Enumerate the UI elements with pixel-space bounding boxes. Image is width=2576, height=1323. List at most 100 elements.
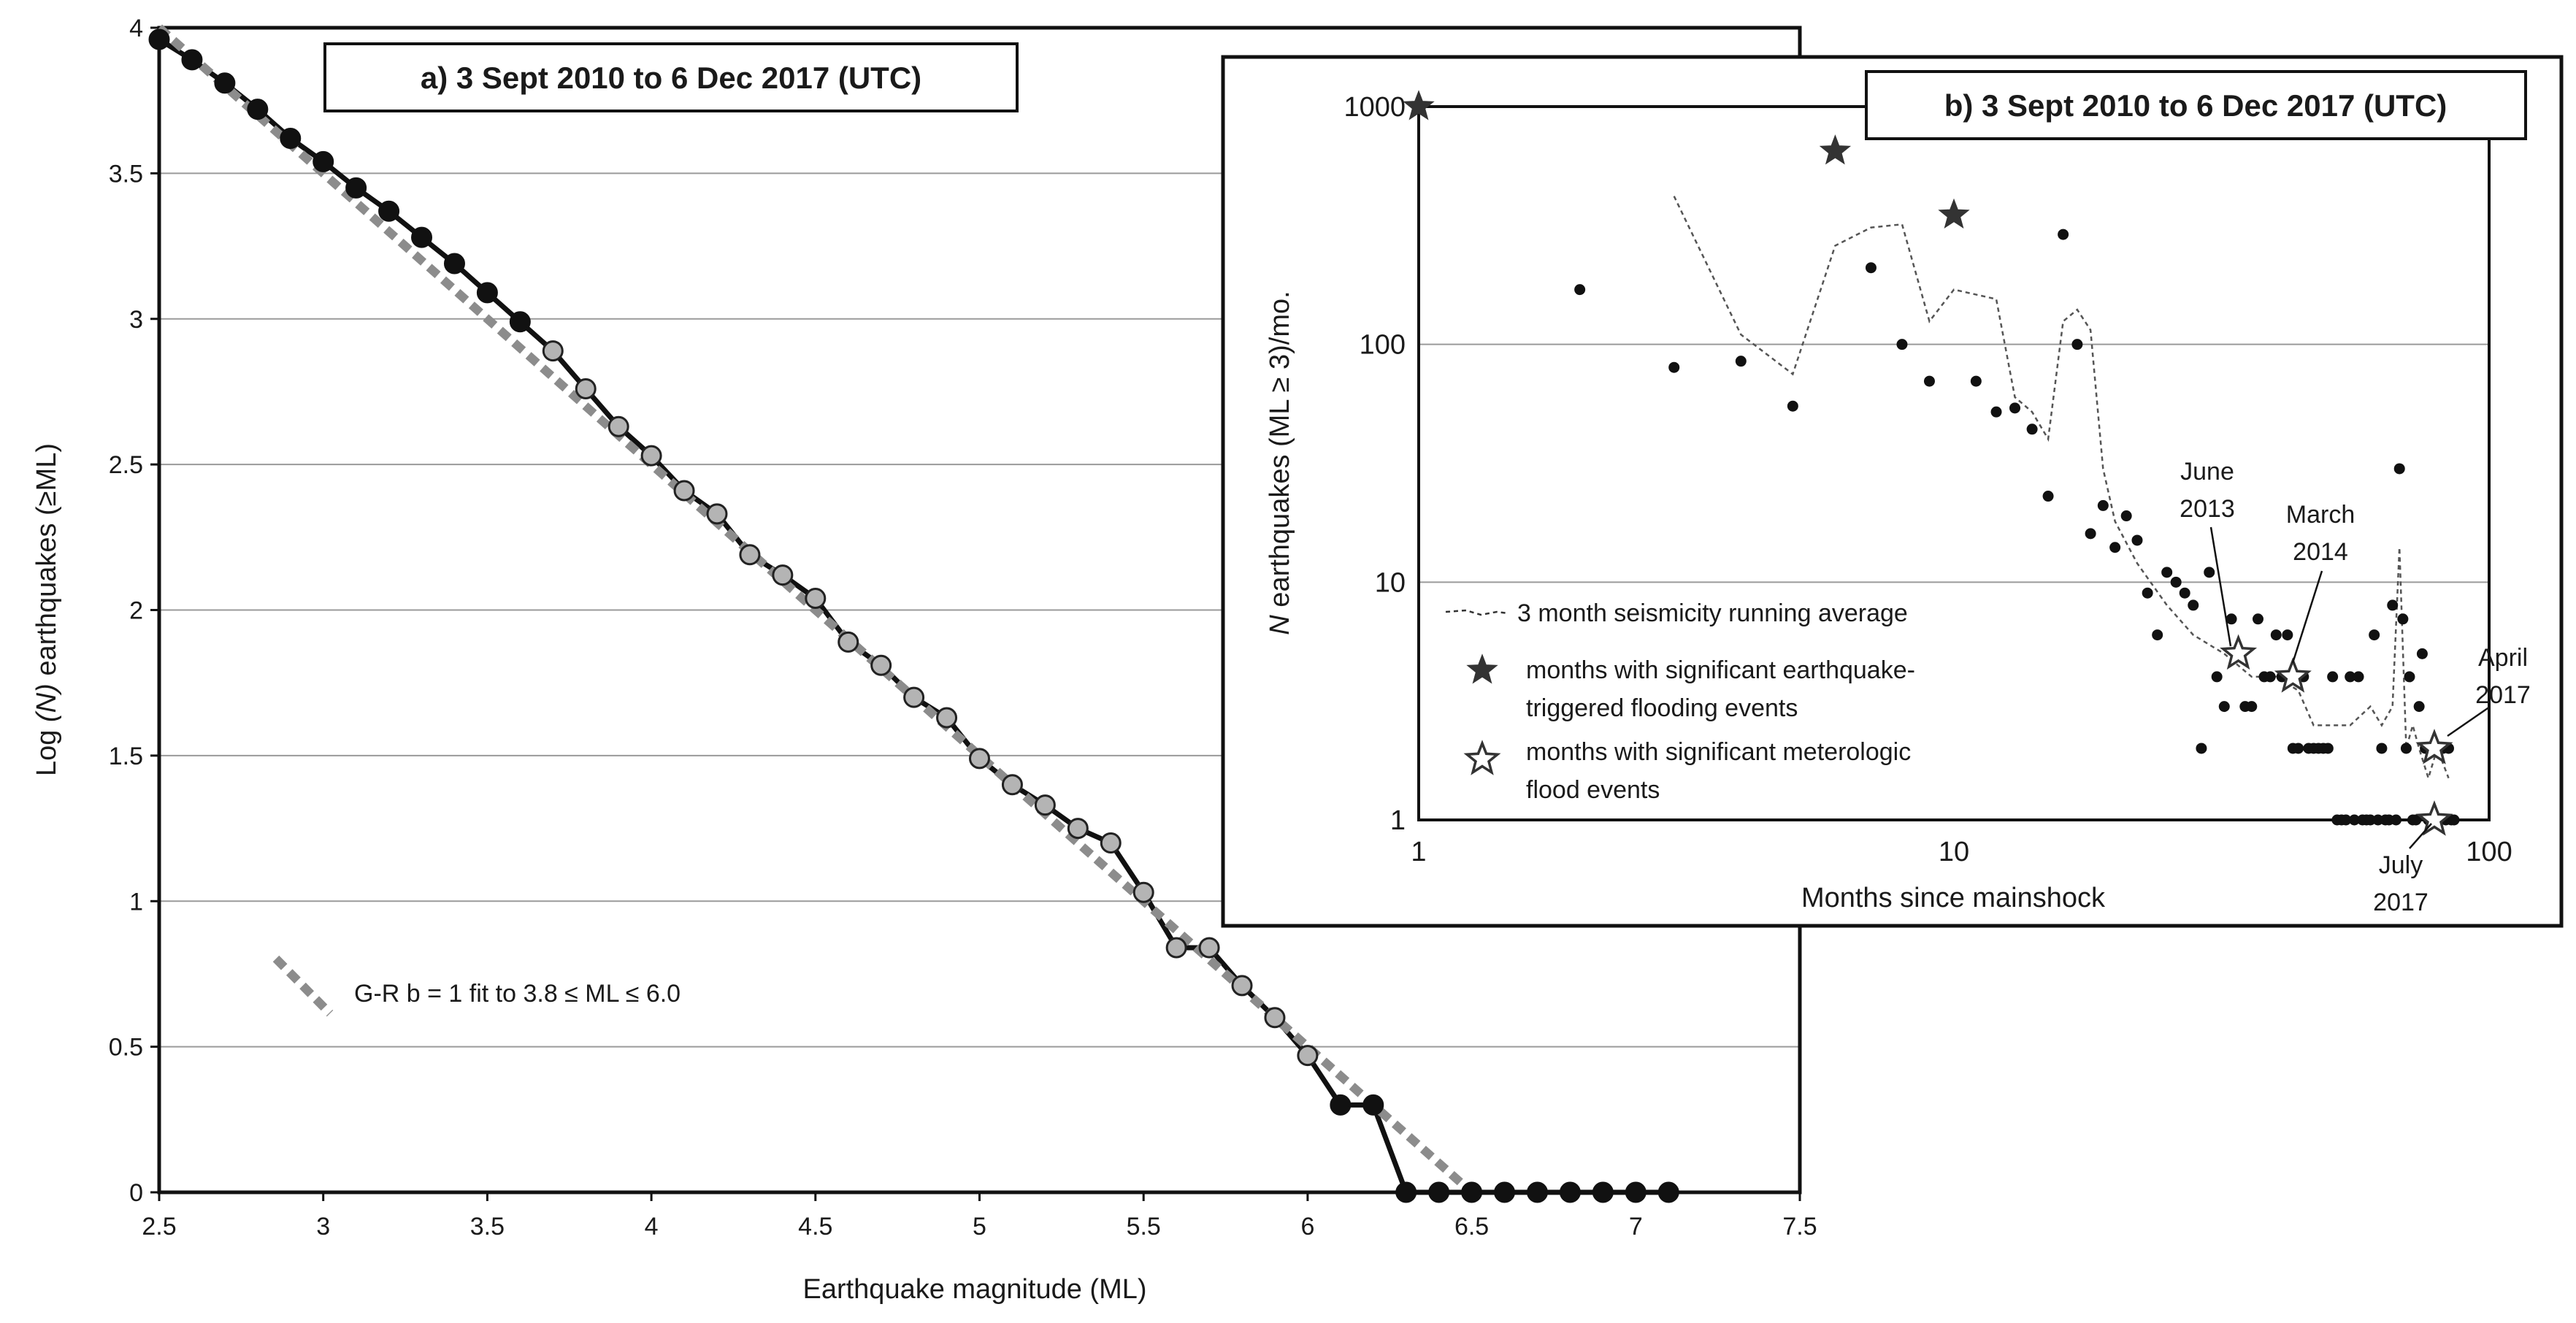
panel-a-y-tick-label: 3.5	[109, 160, 143, 188]
monthly-count-point	[2009, 402, 2021, 414]
panel-b-y-tick-label: 1	[1390, 805, 1406, 836]
monthly-count-point	[2071, 339, 2083, 350]
earthquake-flood-star	[1819, 134, 1852, 165]
observed-point	[936, 707, 958, 729]
panel-b-chart: 1 10 100 1000 1 10 100 b) 3 Sept 2010 to 6 De…	[1221, 55, 2564, 928]
monthly-count-point	[2120, 510, 2132, 522]
panel-a-y-tick-label: 2.5	[109, 451, 143, 479]
panel-a-y-axis-title: Log (N) earthquakes (≥ML)	[31, 443, 62, 776]
meteorologic-flood-star	[2220, 634, 2258, 670]
monthly-count-point	[2085, 528, 2096, 540]
observed-point	[378, 200, 400, 222]
monthly-count-point	[2058, 229, 2069, 240]
panel-a-y-tick-label: 1	[129, 888, 143, 916]
monthly-count-point	[1668, 361, 1680, 373]
observed-point	[1657, 1181, 1679, 1203]
observed-point	[148, 28, 170, 50]
observed-point	[280, 128, 302, 150]
earthquake-flood-legend-star-icon	[1466, 653, 1498, 684]
observed-point	[509, 311, 531, 333]
panel-a-x-axis-title: Earthquake magnitude (ML)	[802, 1274, 1146, 1305]
observed-point	[542, 340, 564, 362]
annotation-april-2017-leader	[2447, 705, 2491, 737]
monthly-count-point	[2282, 629, 2293, 641]
meteorologic-flood-star	[2415, 729, 2453, 764]
monthly-count-point	[2211, 671, 2223, 683]
monthly-count-point	[2179, 587, 2190, 599]
panel-a-y-tick-label: 3	[129, 306, 143, 334]
monthly-count-point	[2387, 599, 2399, 611]
monthly-count-point	[2252, 613, 2263, 625]
observed-point	[345, 177, 367, 199]
annotation-june-2013-line1: June	[2180, 458, 2234, 486]
annotation-march-2014-leader	[2291, 570, 2323, 664]
monthly-count-point	[1923, 375, 1935, 387]
observed-point	[575, 377, 597, 399]
panel-a-x-ticks: 2.5 3 3.5 4 4.5 5 5.5 6 6.5 7 7.5	[142, 1192, 1817, 1240]
observed-point	[1067, 818, 1089, 840]
panel-b-series	[1403, 90, 2460, 836]
observed-point	[1461, 1181, 1483, 1203]
monthly-count-point	[2404, 671, 2415, 683]
panel-a-x-tick-label: 5.5	[1127, 1213, 1161, 1240]
panel-a-title-box	[323, 42, 1019, 112]
monthly-count-point	[2413, 701, 2425, 713]
monthly-count-point	[2218, 701, 2230, 713]
monthly-count-point	[1896, 339, 1908, 350]
monthly-count-point	[2131, 534, 2143, 546]
annotation-june-2013-line2: 2013	[2180, 495, 2235, 523]
monthly-count-point	[2369, 629, 2380, 641]
monthly-count-point	[2161, 567, 2173, 578]
panel-a-x-tick-label: 3.5	[470, 1213, 505, 1240]
observed-point	[1559, 1181, 1581, 1203]
monthly-count-point	[2353, 671, 2364, 683]
monthly-count-point	[2400, 743, 2412, 754]
monthly-count-point	[2188, 599, 2199, 611]
panel-b-y-axis-title: N earthquakes (ML ≥ 3)/mo.	[1265, 291, 1295, 634]
monthly-count-point	[1990, 406, 2002, 418]
observed-point	[772, 564, 794, 586]
observed-point	[673, 480, 695, 502]
panel-a-x-tick-label: 3	[316, 1213, 330, 1240]
panel-a-chart: 0 0.5 1 1.5 2 2.5 3 3.5 4 2.5 3 3.5 4 4.5 5 5.5 6 6.5 7 7.…	[31, 15, 1817, 1305]
monthly-count-point	[2293, 743, 2304, 754]
observed-point	[1395, 1181, 1417, 1203]
observed-point	[1625, 1181, 1647, 1203]
monthly-count-point	[1574, 284, 1586, 296]
observed-point	[640, 445, 662, 467]
observed-point	[1264, 1007, 1286, 1029]
monthly-count-point	[2152, 629, 2163, 641]
legend-meteorologic-flood-line1: months with significant meterologic	[1526, 738, 1911, 766]
observed-point	[1034, 794, 1056, 816]
monthly-count-point	[2097, 499, 2109, 511]
gr-fit-line	[156, 24, 1475, 1196]
monthly-count-point	[2109, 542, 2121, 553]
observed-point	[1526, 1181, 1548, 1203]
monthly-count-point	[2264, 671, 2276, 683]
panel-b-title: b) 3 Sept 2010 to 6 Dec 2017 (UTC)	[1944, 88, 2447, 123]
annotation-march-2014-line2: 2014	[2293, 538, 2348, 566]
observed-point	[837, 631, 859, 653]
monthly-count-point	[2196, 743, 2207, 754]
observed-point	[247, 99, 269, 120]
panel-b-y-tick-label: 100	[1360, 330, 1406, 361]
legend-running-average: 3 month seismicity running average	[1517, 599, 1908, 627]
panel-a-y-tick-label: 0	[129, 1179, 143, 1207]
observed-point	[476, 282, 498, 304]
monthly-count-point	[2142, 587, 2153, 599]
monthly-count-point	[2348, 814, 2360, 826]
legend-meteorologic-flood-line2: flood events	[1526, 776, 1660, 804]
annotation-july-2017-line2: 2017	[2373, 889, 2429, 916]
monthly-count-point	[2322, 743, 2334, 754]
panel-a-y-tick-label: 0.5	[109, 1034, 143, 1062]
observed-point	[1198, 937, 1220, 959]
panel-a-fit-legend-label: G-R b = 1 fit to 3.8 ≤ ML ≤ 6.0	[354, 980, 681, 1008]
observed-point	[607, 415, 629, 437]
panel-a-x-tick-label: 2.5	[142, 1213, 176, 1240]
monthly-count-point	[1735, 356, 1747, 367]
observed-point	[1231, 975, 1253, 997]
monthly-count-point	[2376, 743, 2388, 754]
observed-point	[706, 503, 728, 525]
observed-point	[411, 226, 433, 248]
